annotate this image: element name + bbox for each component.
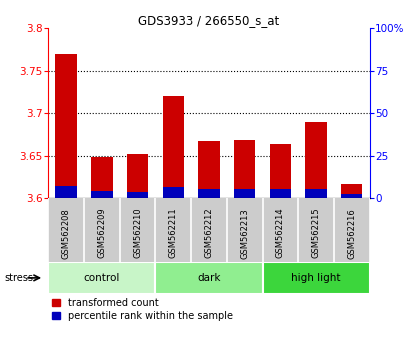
Bar [341,184,362,198]
Text: GSM562210: GSM562210 [133,208,142,258]
Bar [341,194,362,198]
Bar [270,189,291,198]
Bar [198,189,220,198]
Title: GDS3933 / 266550_s_at: GDS3933 / 266550_s_at [138,14,280,27]
Bar [91,158,113,198]
Text: GSM562214: GSM562214 [276,208,285,258]
Bar [198,141,220,198]
Text: GSM562213: GSM562213 [240,208,249,258]
Bar [91,192,113,198]
Legend: transformed count, percentile rank within the sample: transformed count, percentile rank withi… [48,294,236,325]
Text: GSM562209: GSM562209 [97,208,106,258]
Bar [127,192,148,198]
Text: high light: high light [291,273,341,283]
Bar [234,139,255,198]
Bar [55,186,77,198]
Bar [127,154,148,198]
Bar [305,189,327,198]
Text: GSM562208: GSM562208 [62,208,71,258]
Bar [262,262,370,294]
Text: GSM562216: GSM562216 [347,208,356,258]
Bar [270,144,291,198]
Text: stress: stress [4,273,33,283]
Text: GSM562215: GSM562215 [312,208,320,258]
Bar [305,122,327,198]
Bar [48,262,155,294]
Text: dark: dark [197,273,220,283]
Text: control: control [84,273,120,283]
Bar [55,54,77,198]
Bar [163,187,184,198]
Bar [234,189,255,198]
Bar [163,96,184,198]
Text: GSM562212: GSM562212 [205,208,213,258]
Text: GSM562211: GSM562211 [169,208,178,258]
Bar [155,262,262,294]
